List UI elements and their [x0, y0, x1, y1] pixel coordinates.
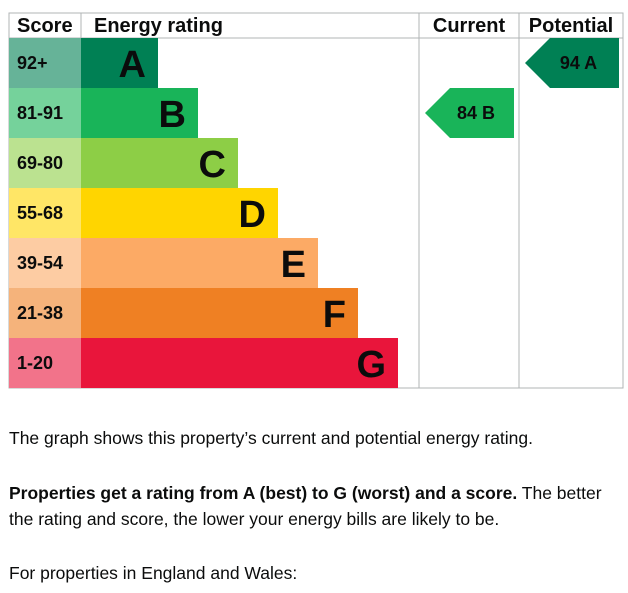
header-energy-rating: Energy rating: [94, 15, 223, 37]
score-label-f: 21-38: [17, 303, 63, 323]
rating-explanation: Properties get a rating from A (best) to…: [9, 480, 621, 532]
chart-headers: Score Energy rating Current Potential: [17, 15, 613, 37]
score-cell-c: [9, 138, 81, 188]
rating-letter-d: D: [239, 194, 266, 236]
score-label-d: 55-68: [17, 203, 63, 223]
rating-letter-c: C: [199, 144, 226, 186]
rating-bar-a: [81, 38, 158, 88]
header-potential: Potential: [529, 15, 613, 37]
rating-letter-g: G: [356, 344, 386, 386]
header-current: Current: [433, 15, 506, 37]
rating-bar-c: [81, 138, 238, 188]
score-label-e: 39-54: [17, 253, 63, 273]
score-label-a: 92+: [17, 53, 48, 73]
rating-letter-a: A: [119, 44, 146, 86]
score-cell-d: [9, 188, 81, 238]
rating-bar-e: [81, 238, 318, 288]
rating-letter-f: F: [323, 294, 346, 336]
rating-explanation-rest: The better the rating and score, the low…: [9, 483, 602, 529]
potential-rating-label: 94 A: [560, 53, 597, 73]
header-score: Score: [17, 15, 73, 37]
rating-indicators: 84 B 94 A: [425, 38, 619, 138]
rating-explanation-bold: Properties get a rating from A (best) to…: [9, 483, 518, 503]
rating-bar-f: [81, 288, 358, 338]
score-cell-g: [9, 338, 81, 388]
score-cell-a: [9, 38, 81, 88]
score-label-b: 81-91: [17, 103, 63, 123]
score-cell-f: [9, 288, 81, 338]
score-cell-e: [9, 238, 81, 288]
score-label-g: 1-20: [17, 353, 53, 373]
chart-description: The graph shows this property’s current …: [9, 428, 534, 448]
rating-bar-g: [81, 338, 398, 388]
rating-letter-b: B: [159, 94, 186, 136]
potential-rating-arrow: [525, 38, 619, 88]
energy-rating-chart: Score Energy rating Current Potential 92+ A 8…: [8, 12, 624, 389]
rating-bar-b: [81, 88, 198, 138]
rating-bar-d: [81, 188, 278, 238]
rating-bands: 92+ A 81-91 B 69-80 C 55-68 D 39-54 E 21-38 F 1-20 G: [9, 38, 398, 388]
score-cell-b: [9, 88, 81, 138]
rating-letter-e: E: [281, 244, 306, 286]
score-label-c: 69-80: [17, 153, 63, 173]
current-rating-arrow: [425, 88, 514, 138]
region-note: For properties in England and Wales:: [9, 563, 298, 583]
current-rating-label: 84 B: [457, 103, 495, 123]
